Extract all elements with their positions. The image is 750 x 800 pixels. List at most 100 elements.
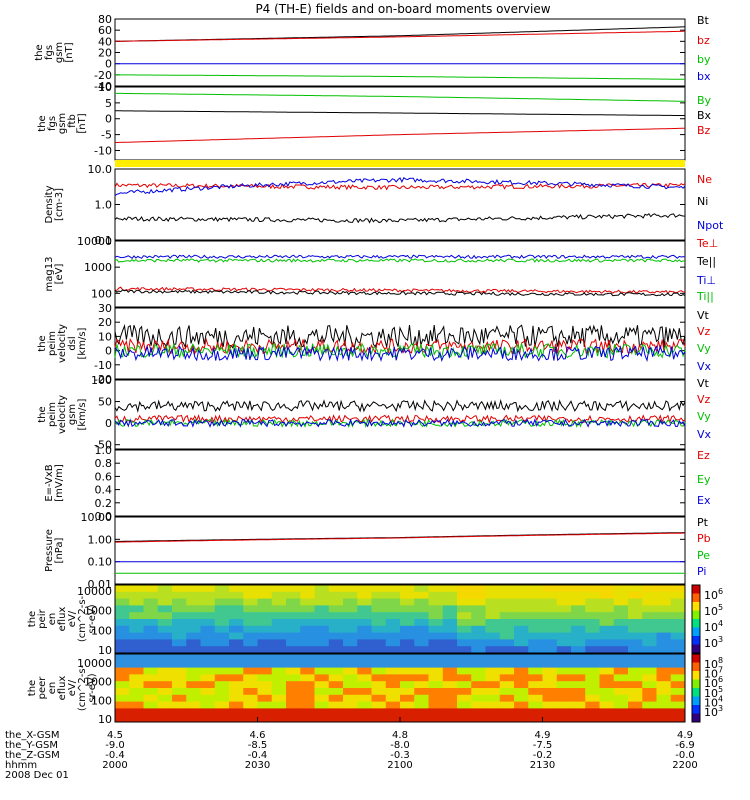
heatmap-cell	[214, 660, 230, 669]
heatmap-cell	[670, 660, 686, 669]
heatmap-cell	[229, 688, 244, 696]
heatmap-cell	[485, 667, 501, 675]
heatmap-cell	[428, 674, 444, 682]
heatmap-cell	[186, 646, 201, 654]
heatmap-cell	[172, 585, 187, 593]
heatmap-cell	[442, 715, 458, 723]
heatmap-cell	[271, 654, 287, 662]
heatmap-cell	[172, 715, 187, 723]
heatmap-cell	[214, 612, 230, 620]
heatmap-cell	[542, 694, 558, 703]
heatmap-cell	[499, 646, 515, 654]
heatmap-cell	[385, 708, 401, 716]
heatmap-cell	[442, 585, 458, 593]
heatmap-cell	[613, 715, 629, 723]
heatmap-cell	[328, 625, 344, 634]
heatmap-cell	[628, 715, 643, 723]
heatmap-cell	[400, 708, 415, 716]
heatmap-cell	[300, 625, 315, 634]
heatmap-cell	[200, 639, 216, 647]
colorbar-tick-label: 104	[704, 619, 723, 634]
heatmap-cell	[400, 701, 415, 709]
heatmap-cell	[300, 585, 315, 593]
series-line-Bz	[115, 127, 685, 143]
heatmap-cell	[385, 625, 401, 634]
heatmap-cell	[528, 605, 543, 613]
heatmap-cell	[514, 605, 529, 613]
heatmap-cell	[556, 605, 572, 613]
x-tick-label: 4.9	[677, 730, 693, 741]
x-tick-label: -0.2	[533, 750, 553, 761]
heatmap-cell	[556, 694, 572, 703]
heatmap-cell	[599, 715, 615, 723]
heatmap-cell	[499, 598, 515, 606]
heatmap-cell	[257, 708, 273, 716]
heatmap-cell	[656, 681, 672, 689]
heatmap-cell	[585, 701, 600, 709]
heatmap-cell	[457, 591, 472, 600]
heatmap-cell	[229, 681, 244, 689]
colorbar-segment	[692, 696, 700, 706]
heatmap-cell	[186, 708, 201, 716]
heatmap-cell	[343, 605, 358, 613]
heatmap-cell	[314, 619, 330, 627]
heatmap-cell	[528, 646, 543, 654]
heatmap-cell	[343, 715, 358, 723]
heatmap-cell	[585, 660, 600, 669]
heatmap-cell	[343, 639, 358, 647]
heatmap-cell	[400, 654, 415, 662]
heatmap-cell	[556, 585, 572, 593]
x-tick-label: 2130	[530, 760, 555, 771]
x-tick-label: 2030	[245, 760, 270, 771]
heatmap-cell	[613, 625, 629, 634]
heatmap-cell	[343, 632, 358, 640]
heatmap-cell	[300, 591, 315, 600]
heatmap-cell	[257, 701, 273, 709]
heatmap-cell	[271, 660, 287, 669]
heatmap-cell	[300, 605, 315, 613]
heatmap-cell	[157, 674, 173, 682]
heatmap-cell	[157, 625, 173, 634]
heatmap-cell	[143, 681, 159, 689]
heatmap-cell	[400, 694, 415, 703]
heatmap-cell	[599, 598, 615, 606]
series-line-Bt	[115, 26, 686, 42]
heatmap-cell	[214, 681, 230, 689]
heatmap-cell	[271, 598, 287, 606]
colorbar-segment	[692, 593, 700, 603]
legend-entry: Ti||	[696, 290, 714, 303]
heatmap-cell	[428, 605, 444, 613]
heatmap-cell	[115, 625, 130, 634]
heatmap-cell	[157, 639, 173, 647]
y-tick-label: 80	[98, 13, 112, 26]
heatmap-cell	[442, 708, 458, 716]
heatmap-cell	[599, 667, 615, 675]
heatmap-cell	[271, 688, 287, 696]
heatmap-cell	[414, 639, 429, 647]
heatmap-cell	[400, 646, 415, 654]
panel-frame	[114, 449, 686, 517]
heatmap-cell	[343, 708, 358, 716]
heatmap-cell	[528, 667, 543, 675]
heatmap-cell	[328, 598, 344, 606]
legend-entry: Pe	[697, 549, 710, 562]
heatmap-cell	[186, 694, 201, 703]
heatmap-cell	[243, 708, 258, 716]
heatmap-cell	[314, 639, 330, 647]
heatmap-cell	[115, 646, 130, 654]
heatmap-cell	[172, 681, 187, 689]
heatmap-cell	[115, 639, 130, 647]
heatmap-cell	[371, 591, 387, 600]
heatmap-cell	[300, 654, 315, 662]
heatmap-cell	[300, 708, 315, 716]
heatmap-cell	[400, 632, 415, 640]
heatmap-cell	[628, 625, 643, 634]
heatmap-cell	[214, 639, 230, 647]
y-axis-label: [cm-3]	[54, 188, 65, 221]
heatmap-cell	[186, 591, 201, 600]
heatmap-cell	[243, 612, 258, 620]
heatmap-cell	[428, 660, 444, 669]
heatmap-cell	[200, 708, 216, 716]
x-tick-label: -0.4	[105, 750, 125, 761]
colorbar-segment	[692, 705, 700, 714]
